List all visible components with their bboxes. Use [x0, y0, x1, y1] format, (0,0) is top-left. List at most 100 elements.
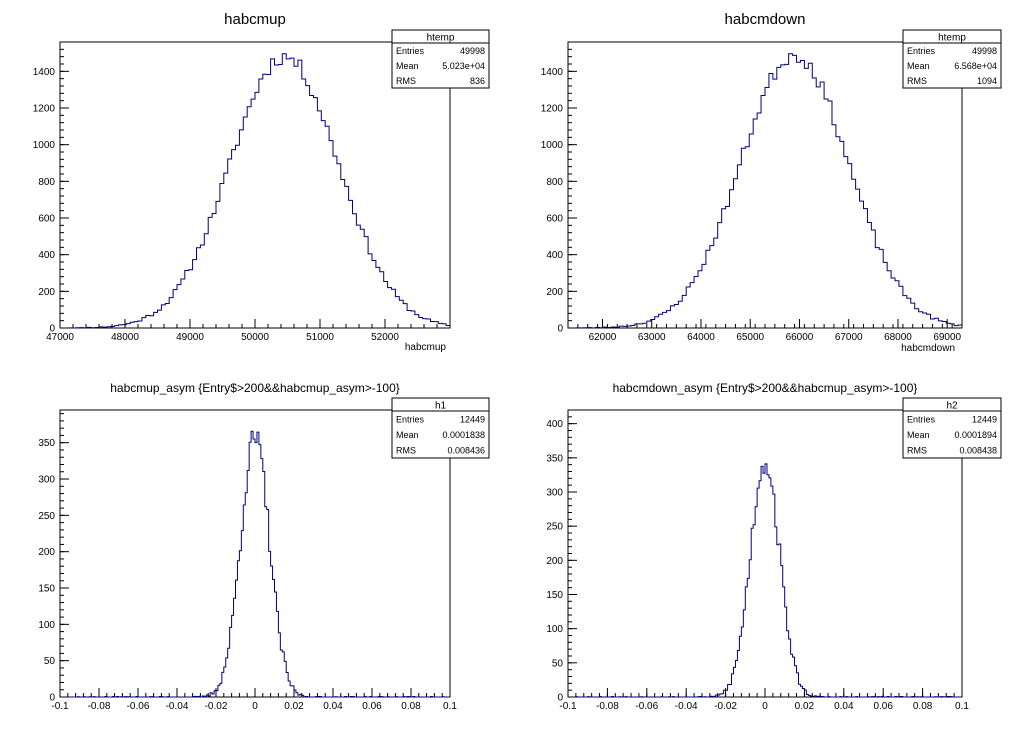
y-tick-label: 50 — [44, 656, 56, 667]
x-tick-label: -0.04 — [166, 701, 189, 712]
y-tick-label: 200 — [546, 287, 563, 298]
y-tick-label: 50 — [552, 658, 564, 669]
x-tick-label: -0.06 — [127, 701, 150, 712]
histogram-pad-3: habcmup_asym {Entry$>200&&habcmup_asym>-… — [38, 381, 490, 712]
stats-box-name: h1 — [435, 401, 447, 412]
stats-key: Mean — [396, 430, 419, 440]
y-tick-label: 1200 — [33, 104, 56, 115]
x-tick-label: -0.04 — [675, 701, 698, 712]
histogram-pad-1: habcmup 47000 48000 49000 50000 51000 52000 0 20… — [33, 11, 490, 353]
stats-key: Entries — [396, 46, 425, 56]
stats-value: 1094 — [977, 76, 997, 86]
x-tick-label: 63000 — [638, 332, 666, 343]
y-tick-label: 200 — [38, 287, 55, 298]
x-tick-label: 0.1 — [443, 701, 457, 712]
y-tick-label: 600 — [38, 214, 55, 225]
chart-title: habcmup — [224, 11, 286, 28]
x-tick-label: 0 — [252, 701, 258, 712]
y-tick-label: 1400 — [541, 67, 564, 78]
stats-key: Entries — [907, 414, 936, 424]
stats-key: RMS — [396, 446, 416, 456]
x-tick-label: 49000 — [176, 332, 204, 343]
x-tick-label: 64000 — [687, 332, 715, 343]
y-tick-label: 250 — [546, 522, 563, 533]
stats-key: Mean — [907, 61, 930, 71]
stats-value: 49998 — [972, 46, 997, 56]
y-tick-label: 350 — [38, 438, 55, 449]
x-tick-label: 0.02 — [284, 701, 304, 712]
stats-box-name: htemp — [427, 33, 455, 44]
histogram-series — [60, 430, 450, 698]
x-tick-label: -0.1 — [51, 701, 69, 712]
stats-value: 5.023e+04 — [442, 61, 485, 71]
y-tick-label: 200 — [546, 556, 563, 567]
stats-box-name: htemp — [938, 33, 966, 44]
x-tick-label: -0.06 — [635, 701, 658, 712]
stats-value: 0.0001838 — [442, 430, 485, 440]
x-tick-label: 0.06 — [873, 701, 893, 712]
stats-value: 12449 — [460, 414, 485, 424]
y-tick-label: 1000 — [541, 140, 564, 151]
stats-key: RMS — [907, 446, 927, 456]
y-tick-label: 300 — [546, 488, 563, 499]
y-tick-label: 100 — [38, 620, 55, 631]
stats-value: 0.008436 — [447, 446, 485, 456]
histogram-series — [568, 53, 963, 329]
x-axis-title: habcmdown — [901, 343, 955, 354]
histogram-pad-2: habcmdown 62000 63000 64000 65000 66000 67000 6… — [541, 11, 1002, 354]
y-tick-label: 250 — [38, 511, 55, 522]
y-tick-label: 800 — [546, 177, 563, 188]
x-tick-label: 50000 — [241, 332, 269, 343]
x-tick-label: 68000 — [884, 332, 912, 343]
y-tick-label: 350 — [546, 453, 563, 464]
x-tick-label: 51000 — [306, 332, 334, 343]
y-tick-label: 100 — [546, 624, 563, 635]
x-tick-label: 62000 — [589, 332, 617, 343]
x-tick-label: -0.02 — [205, 701, 228, 712]
stats-key: RMS — [396, 76, 416, 86]
chart-title: habcmdown — [725, 11, 806, 28]
stats-key: Entries — [396, 414, 425, 424]
y-tick-label: 0 — [49, 693, 55, 704]
x-tick-label: 0.08 — [913, 701, 933, 712]
x-tick-label: 52000 — [371, 332, 399, 343]
stats-key: RMS — [907, 76, 927, 86]
x-tick-label: 0.06 — [362, 701, 382, 712]
x-tick-label: 0 — [762, 701, 768, 712]
stats-value: 6.568e+04 — [954, 61, 997, 71]
x-tick-label: 47000 — [46, 332, 74, 343]
y-tick-label: 150 — [38, 584, 55, 595]
x-tick-label: 0.02 — [795, 701, 815, 712]
y-tick-label: 0 — [49, 324, 55, 335]
x-tick-label: 0.1 — [955, 701, 969, 712]
y-tick-label: 150 — [546, 590, 563, 601]
stats-key: Mean — [396, 61, 419, 71]
y-tick-label: 1000 — [33, 140, 56, 151]
stats-box: h2 Entries 12449 Mean 0.0001894 RMS 0.008438 — [902, 397, 1002, 459]
x-axis-title: habcmup — [405, 342, 447, 353]
y-tick-label: 0 — [557, 324, 563, 335]
stats-box-name: h2 — [946, 401, 958, 412]
stats-value: 49998 — [460, 46, 485, 56]
x-tick-label: 66000 — [786, 332, 814, 343]
stats-key: Mean — [907, 430, 930, 440]
histogram-pad-4: habcmdown_asym {Entry$>200&&habcmup_asym… — [546, 381, 1002, 712]
x-tick-label: -0.1 — [559, 701, 577, 712]
y-tick-label: 400 — [546, 250, 563, 261]
x-tick-label: -0.02 — [714, 701, 737, 712]
y-tick-label: 1400 — [33, 67, 56, 78]
histogram-series — [60, 53, 451, 329]
x-tick-label: 69000 — [933, 332, 961, 343]
x-tick-label: 65000 — [736, 332, 764, 343]
stats-box: h1 Entries 12449 Mean 0.0001838 RMS 0.008436 — [391, 397, 490, 459]
chart-title: habcmdown_asym {Entry$>200&&habcmup_asym… — [613, 381, 918, 395]
chart-title: habcmup_asym {Entry$>200&&habcmup_asym>-… — [110, 381, 400, 395]
x-tick-label: -0.08 — [88, 701, 111, 712]
y-tick-label: 800 — [38, 177, 55, 188]
x-tick-label: 67000 — [835, 332, 863, 343]
stats-key: Entries — [907, 46, 936, 56]
y-tick-label: 0 — [557, 693, 563, 704]
y-tick-label: 400 — [546, 419, 563, 430]
